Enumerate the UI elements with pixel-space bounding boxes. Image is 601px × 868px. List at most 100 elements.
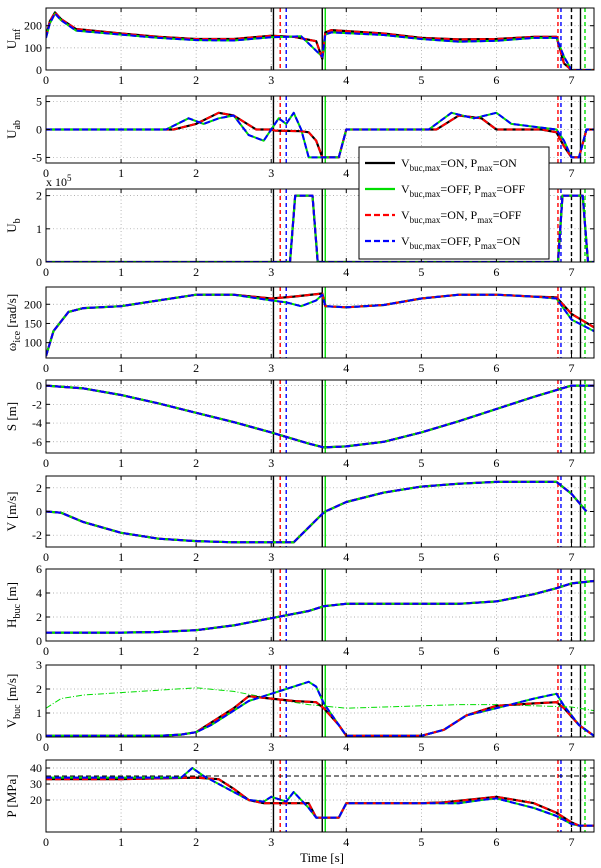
x-tick-label: 7 — [568, 361, 574, 375]
x-tick-label: 2 — [193, 361, 199, 375]
y-tick-label: -5 — [32, 150, 42, 164]
y-tick-label: -4 — [32, 416, 42, 430]
x-tick-label: 0 — [43, 73, 49, 87]
legend-label: Vbuc,max=OFF, Pmax=OFF — [401, 182, 526, 199]
x-tick-label: 7 — [568, 456, 574, 470]
series-on_on — [46, 292, 594, 357]
x-tick-label: 7 — [568, 644, 574, 658]
x-tick-label: 7 — [568, 550, 574, 564]
y-tick-label: 6 — [36, 562, 42, 576]
y-tick-label: 100 — [24, 41, 42, 55]
plot-area — [46, 380, 594, 453]
legend-entry-off_on: Vbuc,max=OFF, Pmax=ON — [365, 234, 521, 251]
x-tick-label: 7 — [568, 835, 574, 849]
series-on_off — [46, 11, 594, 70]
x-tick-label: 0 — [43, 835, 49, 849]
y-tick-label: 5 — [36, 95, 42, 109]
x-tick-label: 2 — [193, 73, 199, 87]
ticks — [45, 189, 594, 263]
panel-hbuc: 0 1 2 3 4 5 6 7 0 2 4 6 Hbuc [m] — [4, 562, 595, 658]
x-tick-label: 5 — [418, 265, 424, 279]
y-tick-label: 30 — [30, 777, 42, 791]
legend-box — [358, 146, 550, 260]
x-tick-label: 0 — [43, 166, 49, 180]
legend-label: Vbuc,max=ON, Pmax=ON — [401, 156, 517, 173]
y-tick-label: 100 — [24, 336, 42, 350]
y-tick-label: 2 — [36, 610, 42, 624]
x-tick-label: 3 — [268, 740, 274, 754]
x-tick-label: 5 — [418, 73, 424, 87]
series-off_off — [46, 194, 594, 262]
panels: 012345670100200Umf01234567-505Uab0123456… — [4, 7, 595, 849]
y-tick-label: 200 — [24, 297, 42, 311]
grid — [45, 664, 594, 738]
ticks — [45, 380, 594, 453]
legend-entry-off_off: Vbuc,max=OFF, Pmax=OFF — [365, 182, 526, 199]
y-tick-label: 20 — [30, 793, 42, 807]
y-tick-label: 0 — [36, 255, 42, 269]
series-on_off — [46, 695, 594, 737]
y-tick-label: 4 — [36, 586, 42, 600]
grid — [45, 476, 594, 547]
x-tick-label: 5 — [418, 740, 424, 754]
x-tick-label: 6 — [493, 835, 499, 849]
plot-area — [46, 287, 594, 358]
x-tick-label: 1 — [118, 550, 124, 564]
ticks — [45, 664, 594, 738]
x-tick-label: 0 — [43, 644, 49, 658]
x-tick-label: 3 — [268, 644, 274, 658]
x-tick-label: 0 — [43, 265, 49, 279]
grid — [45, 760, 594, 832]
panel-s: 0 1 2 3 4 5 6 7 -6 -4 -2 0 S [m] — [4, 379, 595, 470]
series-off_on — [46, 680, 594, 737]
y-axis-label: V [m/s] — [4, 492, 19, 532]
y-tick-label: 3 — [36, 658, 42, 672]
x-tick-label: 7 — [568, 740, 574, 754]
ticks — [45, 287, 594, 358]
y-axis-label: ωice [rad/s] — [4, 294, 23, 351]
series-on_on — [46, 695, 594, 737]
x-tick-label: 6 — [493, 361, 499, 375]
y-tick-label: -6 — [32, 435, 42, 449]
y-tick-label: 0 — [36, 379, 42, 393]
x-tick-label: 1 — [118, 456, 124, 470]
plot-area — [46, 189, 594, 262]
x-tick-label: 5 — [418, 456, 424, 470]
grid — [45, 380, 594, 453]
panel-vbuc: 0 1 2 3 4 5 6 7 0 1 2 3 Vbuc [m/s] — [4, 658, 595, 754]
x-tick-label: 0 — [43, 740, 49, 754]
x-tick-label: 1 — [118, 265, 124, 279]
x-tick-label: 4 — [343, 740, 349, 754]
y-axis-label: Ub — [4, 218, 23, 232]
x-tick-label: 4 — [343, 456, 349, 470]
ticks — [45, 568, 594, 642]
grid — [45, 568, 594, 642]
x-tick-label: 4 — [343, 550, 349, 564]
plot-area — [46, 665, 594, 737]
x-tick-label: 4 — [343, 361, 349, 375]
limit-series — [46, 687, 594, 712]
y-axis-label: S [m] — [4, 402, 19, 431]
panel-ub: 0 1 2 3 4 5 6 7 0 1 2 x 105 Ub — [4, 173, 595, 279]
x-tick-label: 5 — [418, 835, 424, 849]
legend: Vbuc,max=ON, Pmax=ON Vbuc,max=OFF, Pmax=O… — [358, 146, 550, 260]
legend-entry-on_on: Vbuc,max=ON, Pmax=ON — [365, 156, 517, 173]
x-tick-label: 7 — [568, 265, 574, 279]
y-tick-label: 0 — [36, 63, 42, 77]
x-tick-label: 1 — [118, 644, 124, 658]
y-tick-label: -2 — [32, 528, 42, 542]
x-tick-label: 1 — [118, 740, 124, 754]
y-tick-label: -2 — [32, 397, 42, 411]
panel-p: 0 1 2 3 4 5 6 7 20 30 40 P [MPa] — [4, 759, 595, 849]
x-tick-label: 0 — [43, 550, 49, 564]
axes-frame — [45, 759, 595, 833]
axes-frame — [45, 664, 595, 738]
x-tick-label: 5 — [418, 550, 424, 564]
y-tick-label: 2 — [36, 189, 42, 203]
series-off_off — [46, 680, 594, 737]
axes-frame — [45, 7, 595, 71]
